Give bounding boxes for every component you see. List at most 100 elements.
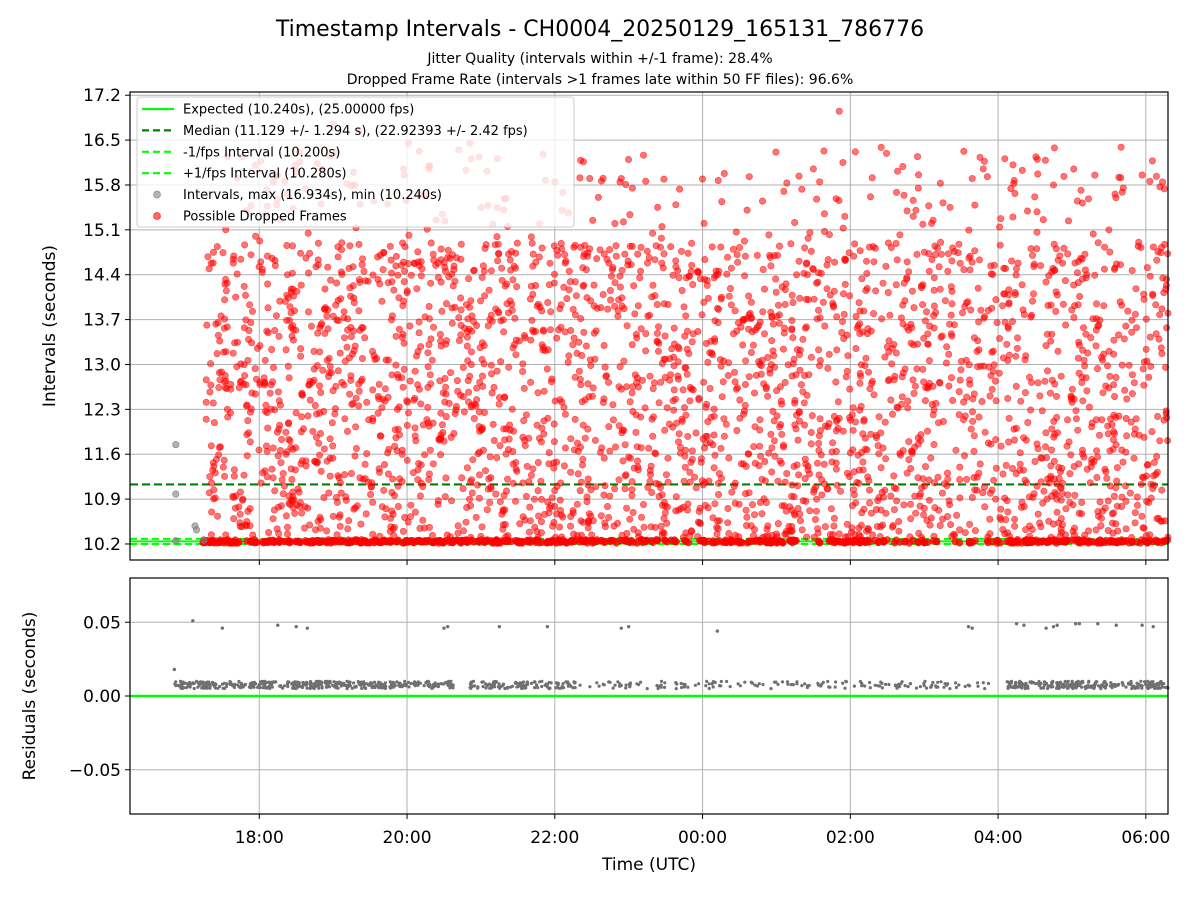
residual-point: [1011, 685, 1015, 689]
residual-point: [860, 681, 864, 685]
dropped-frame-point: [813, 279, 821, 287]
y-tick-label: 14.4: [83, 266, 121, 286]
dropped-frame-point: [441, 537, 449, 545]
dropped-frame-point: [767, 536, 775, 545]
dropped-frame-point: [833, 313, 841, 321]
dropped-frame-point: [1067, 392, 1075, 400]
residual-point: [1038, 684, 1042, 688]
residual-point: [1103, 679, 1107, 684]
dropped-frame-point: [629, 508, 637, 516]
dropped-frame-point: [1124, 307, 1132, 315]
dropped-frame-point: [487, 311, 495, 319]
dropped-frame-point: [1033, 228, 1041, 236]
dropped-frame-point: [997, 515, 1005, 523]
dropped-frame-point: [641, 404, 649, 412]
dropped-frame-point: [300, 524, 308, 532]
dropped-frame-point: [277, 502, 285, 510]
residual-point: [431, 682, 436, 687]
legend-box: [136, 96, 575, 228]
dropped-frame-point: [298, 509, 306, 517]
dropped-frame-point: [794, 436, 802, 444]
dropped-frame-point: [1004, 324, 1012, 332]
dropped-frame-point: [230, 466, 238, 474]
dropped-frame-point: [506, 297, 514, 305]
dropped-frame-point: [849, 404, 857, 412]
dropped-frame-point: [451, 303, 459, 311]
dropped-frame-point: [450, 266, 458, 274]
dropped-frame-point: [1012, 352, 1020, 360]
dropped-frame-point: [1028, 378, 1036, 386]
dropped-frame-point: [558, 245, 566, 253]
residual-point: [682, 682, 686, 686]
dropped-frame-point: [939, 199, 947, 207]
dropped-frame-point: [925, 357, 933, 365]
dropped-frame-point: [381, 397, 389, 405]
dropped-frame-point: [1153, 515, 1161, 523]
dropped-frame-point: [316, 451, 324, 459]
residual-outlier-point: [1073, 622, 1078, 626]
residual-point: [1149, 685, 1153, 689]
dropped-frame-point: [781, 530, 789, 538]
dropped-frame-point: [326, 362, 334, 370]
dropped-frame-point: [839, 427, 847, 435]
dropped-frame-point: [661, 426, 669, 434]
dropped-frame-point: [533, 421, 541, 429]
residual-point: [369, 681, 373, 685]
dropped-frame-point: [385, 445, 393, 453]
dropped-frame-point: [269, 515, 277, 523]
dropped-frame-point: [898, 373, 906, 381]
dropped-frame-point: [447, 369, 455, 377]
dropped-frame-point: [607, 296, 615, 304]
dropped-frame-point: [289, 336, 297, 344]
dropped-frame-point: [1153, 256, 1161, 264]
dropped-frame-point: [927, 454, 935, 462]
dropped-frame-point: [724, 253, 732, 261]
dropped-frame-point: [815, 439, 823, 447]
dropped-frame-point: [379, 266, 387, 274]
residual-point: [900, 680, 904, 684]
dropped-frame-point: [1112, 194, 1120, 202]
dropped-frame-point: [708, 243, 716, 251]
dropped-frame-point: [1022, 479, 1030, 487]
dropped-frame-point: [565, 267, 573, 275]
dropped-frame-point: [996, 539, 1004, 547]
dropped-frame-point: [968, 258, 976, 266]
residual-point: [325, 685, 329, 689]
dropped-frame-point: [1027, 406, 1035, 414]
dropped-frame-point: [1160, 185, 1168, 193]
dropped-frame-point: [976, 460, 984, 468]
dropped-frame-point: [249, 307, 257, 315]
dropped-frame-point: [496, 498, 504, 506]
dropped-frame-point: [323, 312, 331, 320]
dropped-frame-point: [556, 305, 564, 313]
dropped-frame-point: [605, 259, 613, 267]
dropped-frame-point: [946, 203, 954, 211]
dropped-frame-point: [229, 349, 237, 357]
dropped-frame-point: [380, 486, 388, 494]
dropped-frame-point: [674, 375, 682, 383]
dropped-frame-point: [571, 373, 579, 381]
dropped-frame-point: [1152, 301, 1160, 309]
dropped-frame-point: [882, 149, 890, 157]
dropped-frame-point: [1146, 333, 1154, 341]
dropped-frame-point: [285, 420, 293, 428]
dropped-frame-point: [1012, 271, 1020, 279]
dropped-frame-point: [857, 372, 865, 380]
dropped-frame-point: [581, 241, 589, 249]
dropped-frame-point: [457, 294, 465, 302]
dropped-frame-point: [849, 446, 857, 454]
dropped-frame-point: [977, 306, 985, 314]
residual-point: [407, 685, 411, 689]
dropped-frame-point: [468, 476, 476, 484]
dropped-frame-point: [244, 356, 252, 364]
dropped-frame-point: [586, 356, 594, 364]
chart-title: Timestamp Intervals - CH0004_20250129_16…: [275, 17, 924, 42]
dropped-frame-point: [935, 378, 943, 386]
dropped-frame-point: [1149, 243, 1157, 251]
dropped-frame-point: [649, 281, 657, 289]
dropped-frame-point: [734, 258, 742, 266]
residual-point: [1153, 686, 1157, 690]
dropped-frame-point: [759, 308, 767, 316]
residual-point: [1062, 682, 1066, 686]
dropped-frame-point: [355, 307, 363, 315]
